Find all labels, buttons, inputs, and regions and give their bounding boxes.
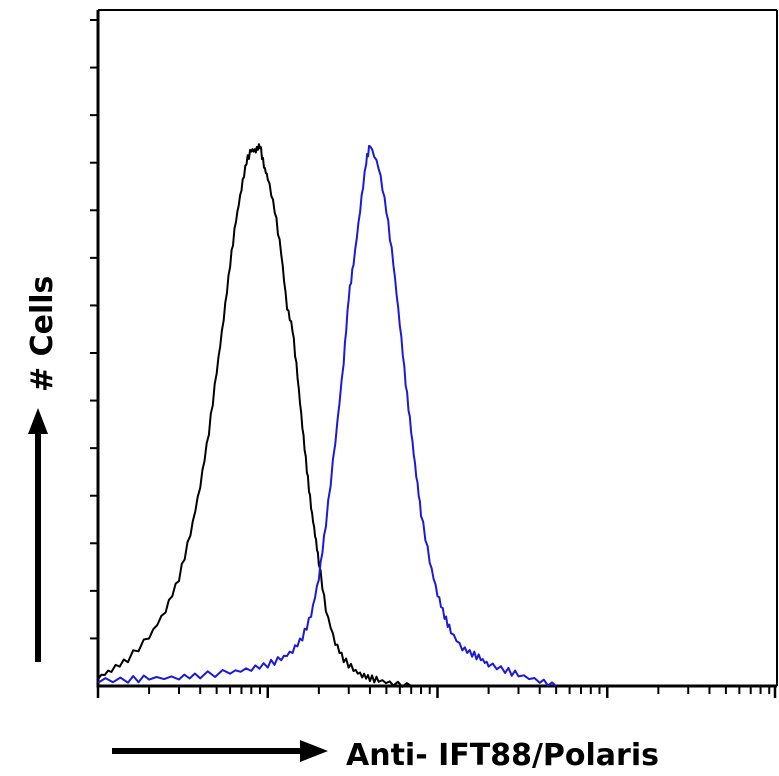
x-axis-title: Anti- IFT88/Polaris: [346, 738, 659, 773]
series-layer: [97, 143, 557, 688]
series-line-2: [97, 144, 557, 687]
series-line-1: [97, 143, 412, 688]
x-axis-arrow: [112, 740, 328, 762]
plot-frame: [96, 9, 778, 688]
y-axis-ticks: [90, 19, 98, 640]
y-axis-arrow: [28, 408, 48, 662]
y-axis-title: # Cells: [25, 276, 60, 392]
x-axis-ticks: [96, 686, 777, 698]
axis-line: [96, 10, 777, 688]
